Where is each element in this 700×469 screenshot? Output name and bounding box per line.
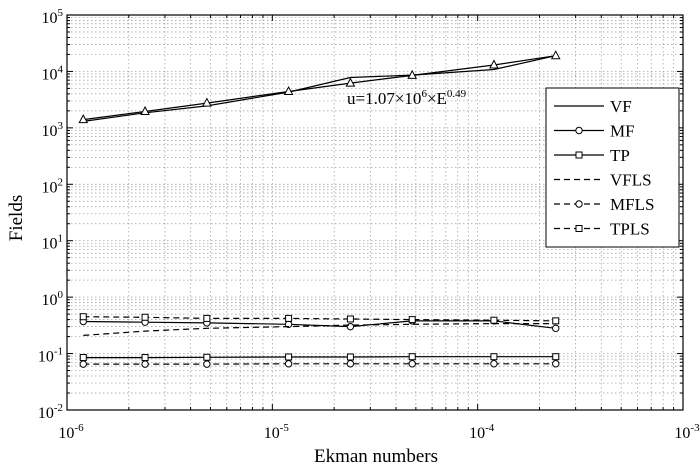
legend-label: MF — [610, 122, 635, 141]
marker-square — [203, 314, 211, 322]
marker-square — [79, 313, 87, 321]
marker-triangle — [140, 105, 150, 115]
x-tick-label: 10-5 — [264, 422, 290, 442]
y-tick-label: 100 — [42, 289, 64, 309]
marker-triangle — [283, 85, 294, 96]
marker-circle — [552, 360, 560, 368]
series-mfls — [79, 360, 560, 368]
y-axis-label: Fields — [6, 195, 27, 241]
marker-square — [575, 151, 583, 159]
legend-label: TPLS — [610, 220, 650, 239]
legend-label: TP — [610, 146, 630, 165]
legend-label: VFLS — [610, 171, 652, 190]
marker-triangle — [78, 114, 89, 124]
legend-item-tpls: TPLS — [554, 220, 650, 239]
legend-box — [545, 87, 680, 248]
marker-square — [490, 316, 498, 324]
marker-square — [79, 354, 87, 362]
marker-circle — [79, 360, 87, 368]
marker-square — [552, 353, 560, 361]
marker-triangle — [407, 69, 418, 79]
series-vfls — [83, 323, 556, 336]
marker-circle — [575, 126, 583, 135]
marker-square — [575, 225, 583, 232]
fit-annotation: u=1.07×106×E0.49 — [347, 88, 467, 108]
marker-circle — [408, 360, 416, 368]
series-line — [83, 316, 556, 322]
y-tick-label: 102 — [42, 176, 64, 196]
x-tick-label: 10-6 — [58, 422, 84, 442]
plot-frame — [66, 14, 684, 411]
marker-triangle — [550, 50, 561, 60]
series-vf — [83, 55, 556, 122]
marker-circle — [552, 324, 560, 333]
marker-circle — [284, 360, 293, 368]
marker-circle — [346, 360, 355, 368]
marker-square — [552, 317, 560, 325]
marker-triangle — [202, 97, 212, 107]
marker-square — [346, 353, 354, 361]
legend-item-mf: MF — [554, 122, 635, 141]
x-tick-label: 10-4 — [469, 422, 495, 442]
marker-square — [346, 315, 354, 323]
marker-circle — [141, 360, 149, 368]
legend-item-vfls: VFLS — [554, 171, 652, 190]
y-tick-label: 10-2 — [38, 402, 63, 422]
y-tick-label: 103 — [42, 120, 64, 140]
marker-circle — [490, 360, 498, 368]
series-line — [83, 323, 556, 336]
marker-square — [285, 353, 293, 361]
legend-item-vf: VF — [554, 97, 632, 116]
fit-equation: u=1.07×106×E0.49 — [347, 88, 467, 108]
series-line — [83, 356, 556, 359]
marker-square — [408, 353, 416, 361]
series-fit-triangle — [78, 50, 561, 124]
y-tick-label: 105 — [42, 7, 64, 27]
y-tick-label: 10-1 — [38, 346, 63, 366]
marker-circle — [203, 360, 211, 368]
legend-item-tp: TP — [554, 146, 630, 165]
y-tick-label: 104 — [42, 63, 64, 83]
series-line — [83, 55, 556, 121]
marker-triangle — [489, 59, 499, 69]
series-group — [78, 50, 561, 368]
marker-square — [141, 313, 149, 321]
y-tick-label: 101 — [42, 233, 64, 253]
marker-square — [408, 316, 416, 324]
marker-square — [285, 314, 293, 322]
ticks — [66, 14, 684, 411]
series-tp — [79, 353, 560, 362]
marker-triangle — [345, 77, 356, 87]
series-tpls — [79, 313, 560, 325]
series-line — [83, 55, 556, 122]
legend-label: VF — [610, 97, 632, 116]
marker-square — [490, 353, 498, 361]
x-tick-label: 10-3 — [674, 422, 700, 442]
series-line — [83, 320, 556, 329]
tick-labels: 10-6 10-5 10-4 10-3 10-2 10-1 100 101 102 103 104 1… — [38, 7, 700, 442]
legend-item-mfls: MFLS — [554, 195, 654, 214]
legend: VF MF TP VFLS MFLS TPLS — [545, 87, 680, 248]
x-axis-label: Ekman numbers — [314, 446, 438, 467]
marker-square — [203, 353, 211, 361]
marker-circle — [346, 322, 355, 331]
marker-circle — [575, 200, 583, 208]
marker-square — [141, 354, 149, 362]
legend-label: MFLS — [610, 195, 654, 214]
